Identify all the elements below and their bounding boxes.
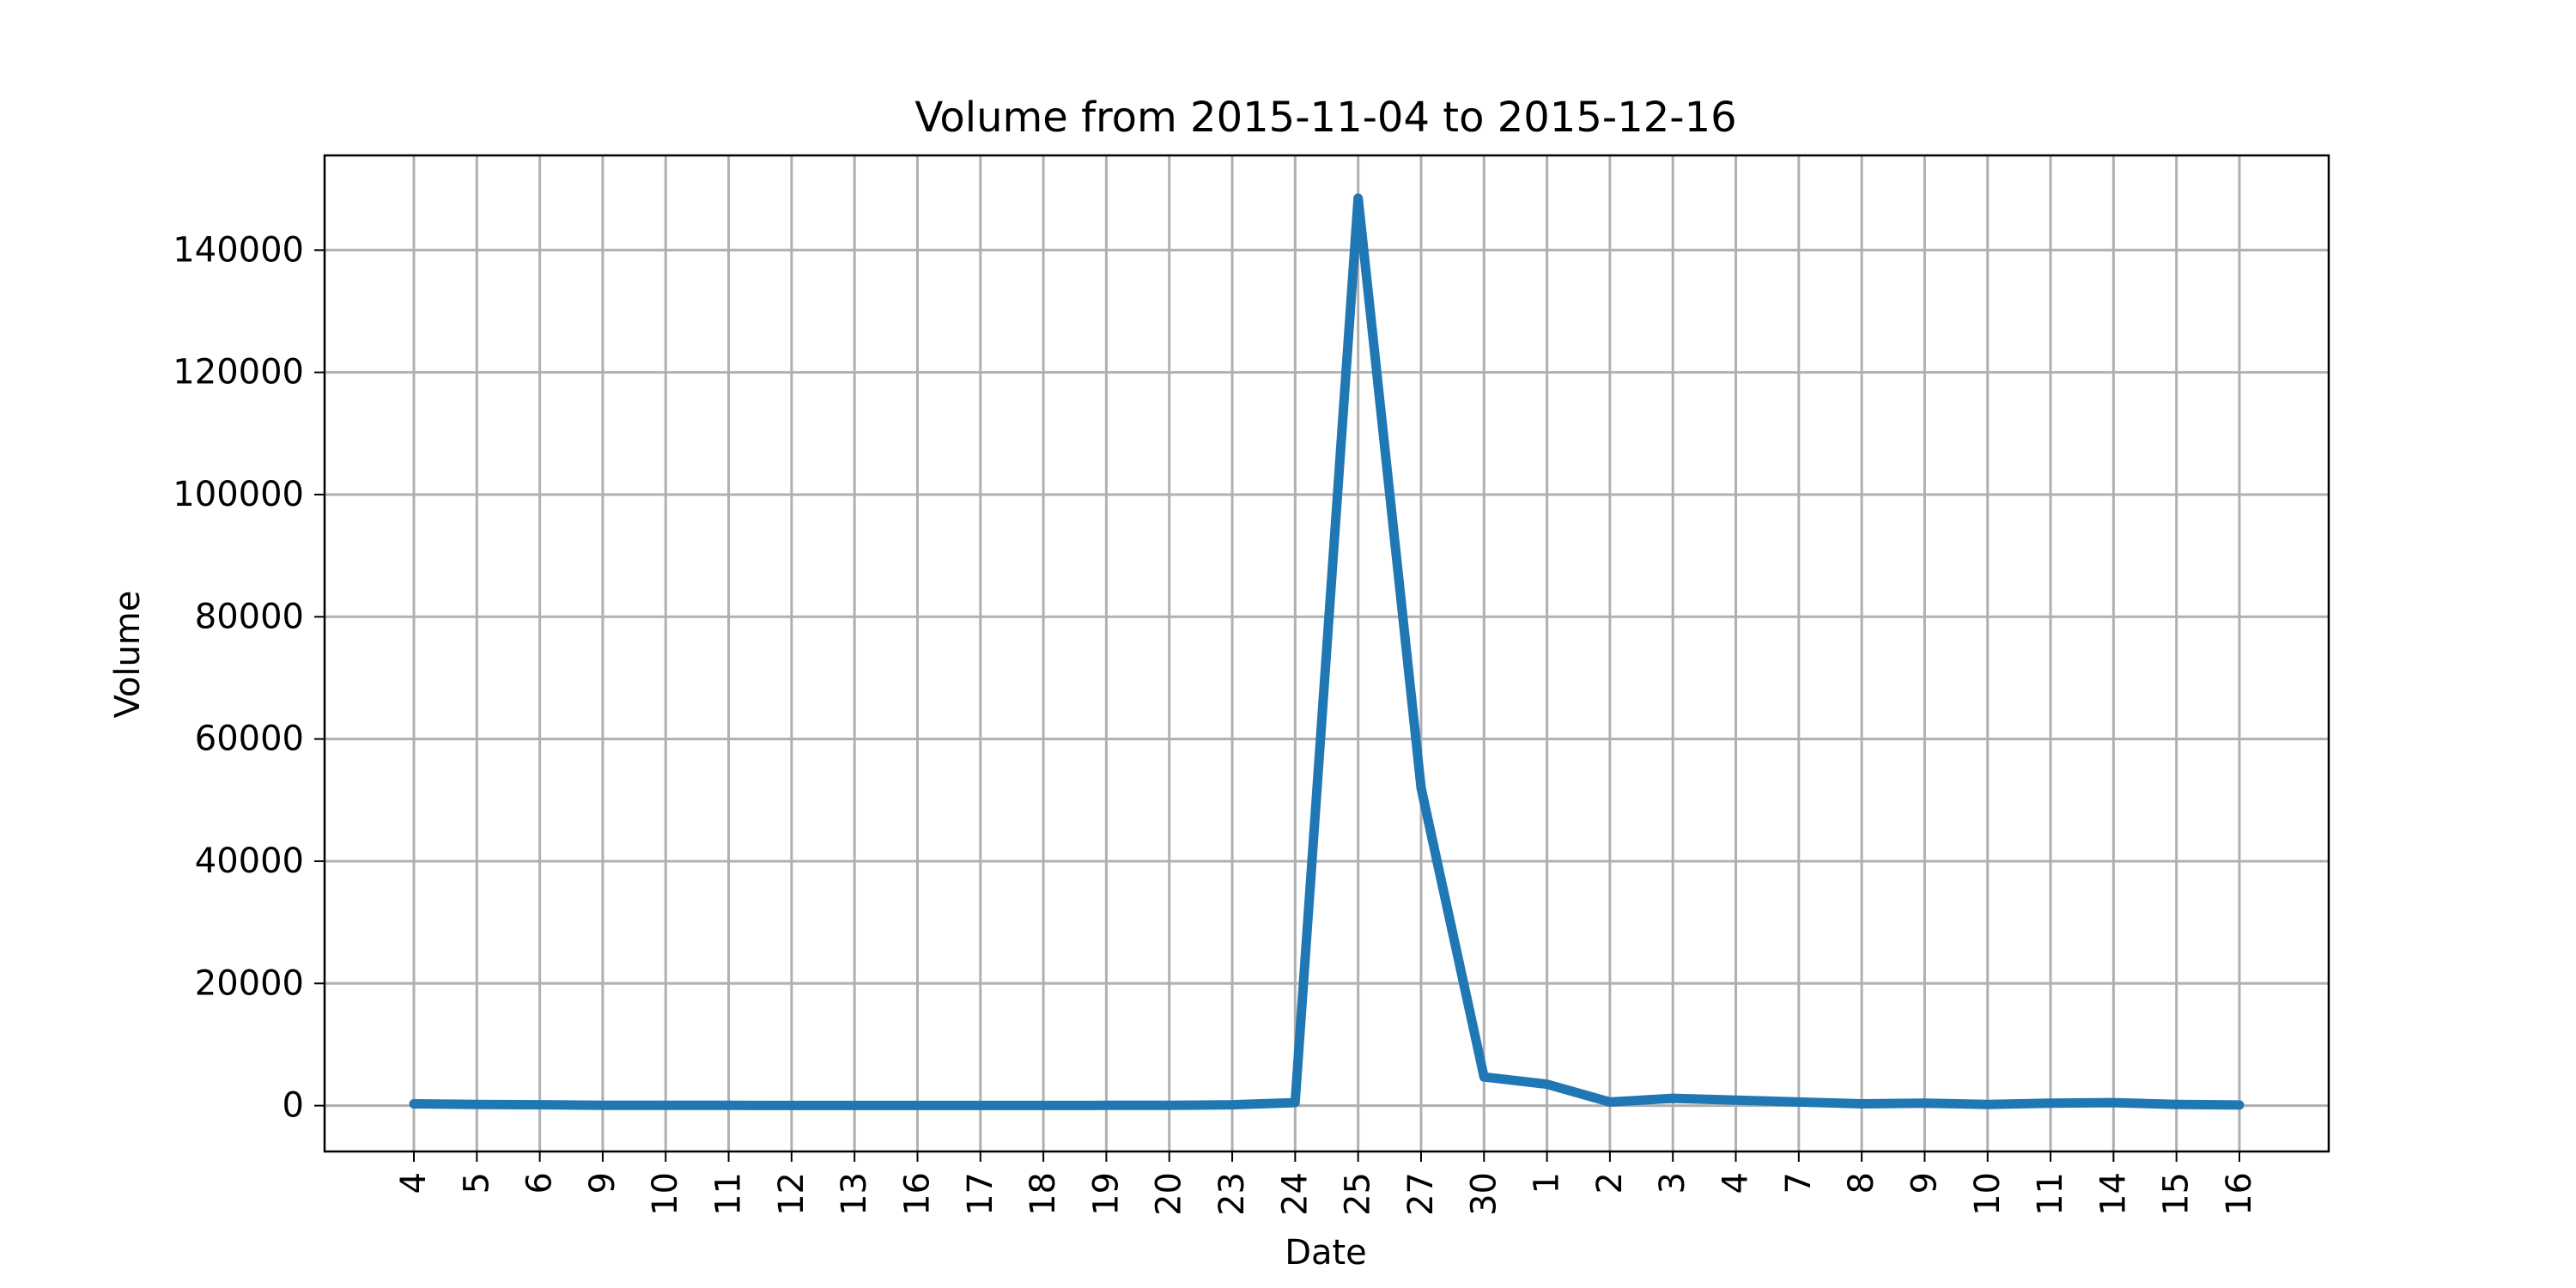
y-axis-ticks: 0 20000 40000 60000 80000 100000 120000 140000 xyxy=(173,230,325,1126)
y-tick-label: 40000 xyxy=(195,841,304,881)
x-tick-label: 19 xyxy=(1086,1172,1126,1216)
x-tick-label: 2 xyxy=(1590,1172,1630,1194)
y-tick-label: 100000 xyxy=(173,475,304,514)
plot-frame xyxy=(323,154,2330,1153)
x-tick-label: 15 xyxy=(2157,1172,2196,1216)
x-tick-label: 11 xyxy=(2031,1172,2070,1216)
y-tick-label: 0 xyxy=(283,1086,304,1126)
x-tick-label: 16 xyxy=(897,1172,937,1216)
y-tick-label: 140000 xyxy=(173,230,304,270)
x-tick-label: 10 xyxy=(1968,1172,2008,1216)
x-tick-label: 17 xyxy=(961,1172,1000,1216)
x-tick-label: 27 xyxy=(1401,1172,1441,1216)
x-axis-label: Date xyxy=(1285,1233,1367,1273)
x-tick-label: 6 xyxy=(520,1172,560,1194)
chart-title: Volume from 2015-11-04 to 2015-12-16 xyxy=(914,94,1736,142)
series-layer xyxy=(409,193,2245,1110)
x-tick-label: 3 xyxy=(1653,1172,1692,1194)
y-tick-label: 20000 xyxy=(195,963,304,1003)
y-tick-label: 80000 xyxy=(195,597,304,636)
x-tick-label: 9 xyxy=(1905,1172,1944,1194)
x-tick-label: 24 xyxy=(1275,1172,1315,1216)
x-tick-label: 4 xyxy=(394,1172,434,1194)
x-tick-label: 1 xyxy=(1528,1172,1567,1194)
x-tick-label: 9 xyxy=(583,1172,623,1194)
x-tick-label: 4 xyxy=(1716,1172,1756,1194)
x-tick-label: 20 xyxy=(1150,1172,1189,1216)
x-tick-label: 18 xyxy=(1024,1172,1063,1216)
x-tick-label: 16 xyxy=(2220,1172,2259,1216)
x-tick-label: 13 xyxy=(835,1172,874,1216)
x-tick-label: 10 xyxy=(646,1172,685,1216)
y-tick-label: 120000 xyxy=(173,353,304,392)
series-line-volume xyxy=(409,193,2245,1110)
x-tick-label: 30 xyxy=(1464,1172,1504,1216)
x-tick-label: 11 xyxy=(709,1172,749,1216)
y-axis-label: Volume xyxy=(108,591,148,719)
x-tick-label: 25 xyxy=(1339,1172,1378,1216)
y-tick-label: 60000 xyxy=(195,720,304,759)
x-tick-label: 14 xyxy=(2093,1172,2133,1216)
x-tick-label: 12 xyxy=(772,1172,811,1216)
x-tick-label: 5 xyxy=(457,1172,496,1194)
x-tick-label: 8 xyxy=(1842,1172,1881,1194)
x-tick-label: 7 xyxy=(1779,1172,1819,1194)
x-axis-ticks: 4 5 6 9 10 11 12 13 16 17 18 19 20 23 24 25 27 30 1 2 3 4 7 8 9 1… xyxy=(394,1151,2259,1216)
grid xyxy=(325,155,2329,1151)
x-tick-label: 23 xyxy=(1212,1172,1252,1216)
